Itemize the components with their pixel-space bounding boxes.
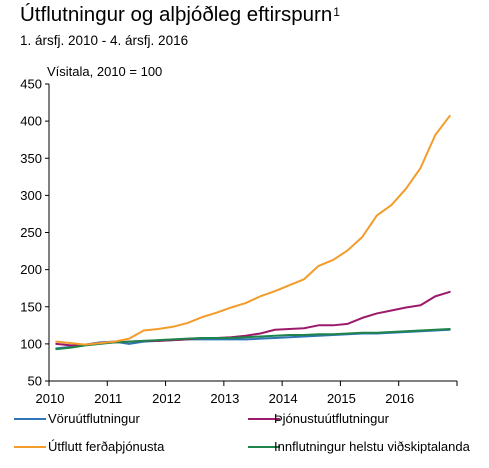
legend-label-1: Þjónustuútflutningur (274, 411, 390, 426)
chart-subtitle: 1. ársfj. 2010 - 4. ársfj. 2016 (20, 33, 189, 48)
y-tick-label-200: 200 (20, 262, 42, 277)
y-tick-label-350: 350 (20, 151, 42, 166)
x-tick-label-2013: 2013 (210, 391, 239, 406)
y-axis-unit-label: Vísitala, 2010 = 100 (47, 64, 163, 79)
y-tick-label-400: 400 (20, 114, 42, 129)
legend-label-2: Útflutt ferðaþjónusta (48, 439, 165, 454)
plot-lines (55, 114, 451, 351)
x-tick-label-2014: 2014 (269, 391, 298, 406)
x-tick-label-2011: 2011 (94, 391, 122, 406)
x-tick-label-2016: 2016 (385, 391, 414, 406)
y-tick-label-150: 150 (20, 299, 42, 314)
y-tick-label-450: 450 (20, 77, 42, 92)
x-tick-label-2015: 2015 (327, 391, 356, 406)
chart-title: Útflutningur og alþjóðleg eftirspurn1 (20, 3, 340, 27)
legend-label-3: Innflutningur helstu viðskiptalanda (274, 439, 471, 454)
series-line-3-innflutningur-helstu-viðskiptalanda (55, 328, 451, 351)
y-tick-label-50: 50 (28, 374, 42, 389)
y-tick-label-250: 250 (20, 225, 42, 240)
legend: Vöruútflutningur Þjónustuútflutningur Útfl… (14, 411, 471, 454)
series-line-2-útflutt-ferðaþjónusta (55, 114, 451, 346)
x-tick-label-2012: 2012 (152, 391, 181, 406)
y-tick-label-100: 100 (20, 336, 42, 351)
y-tick-label-300: 300 (20, 188, 42, 203)
chart-title-footnote: 1 (333, 5, 340, 19)
legend-label-0: Vöruútflutningur (48, 411, 140, 426)
axes: 50 100 150 200 250 300 350 400 450 2010 2011 2012 20… (20, 77, 458, 406)
x-tick-label-2010: 2010 (36, 391, 65, 406)
chart-title-text: Útflutningur og alþjóðleg eftirspurn (20, 3, 333, 26)
